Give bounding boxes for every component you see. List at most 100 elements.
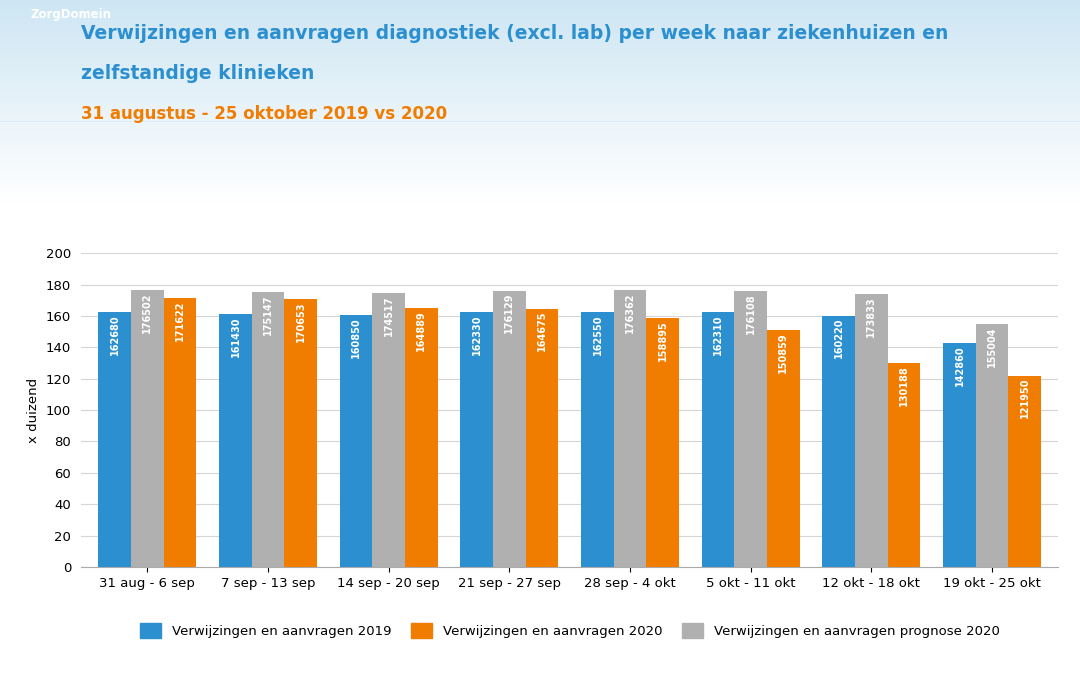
Bar	[0, 33, 1080, 36]
Bar	[0, 13, 1080, 16]
Bar	[164, 298, 197, 567]
Bar	[0, 124, 1080, 127]
Legend: Verwijzingen en aanvragen 2019, Verwijzingen en aanvragen 2020, Verwijzingen en : Verwijzingen en aanvragen 2019, Verwijzi…	[135, 618, 1004, 643]
Bar	[340, 315, 373, 567]
Bar	[460, 313, 494, 567]
Text: 176108: 176108	[745, 293, 756, 333]
Text: 176502: 176502	[143, 292, 152, 333]
Bar	[0, 149, 1080, 152]
Bar	[0, 116, 1080, 119]
Bar	[0, 192, 1080, 195]
Bar	[0, 48, 1080, 51]
Text: 121950: 121950	[1020, 378, 1029, 418]
Text: 162330: 162330	[472, 315, 482, 355]
Bar	[0, 111, 1080, 114]
Bar	[0, 109, 1080, 111]
Bar	[0, 122, 1080, 124]
Bar	[0, 16, 1080, 18]
Text: 164675: 164675	[537, 311, 546, 352]
Bar	[0, 169, 1080, 172]
Text: 160220: 160220	[834, 318, 843, 358]
Bar	[0, 58, 1080, 61]
Bar	[0, 167, 1080, 169]
Bar	[98, 312, 131, 567]
Text: 130188: 130188	[899, 365, 909, 406]
Bar	[0, 175, 1080, 177]
Bar	[0, 38, 1080, 40]
Bar	[0, 81, 1080, 84]
Bar	[0, 97, 1080, 99]
Text: 170653: 170653	[296, 302, 306, 342]
Bar	[0, 188, 1080, 190]
Bar	[0, 84, 1080, 86]
Bar	[494, 291, 526, 567]
Bar	[0, 43, 1080, 46]
Bar	[405, 308, 437, 567]
Bar	[131, 290, 164, 567]
Text: zelfstandige klinieken: zelfstandige klinieken	[81, 64, 314, 83]
Bar	[734, 291, 767, 567]
Bar	[0, 190, 1080, 192]
Bar	[823, 315, 855, 567]
Bar	[0, 10, 1080, 13]
Bar	[0, 139, 1080, 142]
Bar	[0, 107, 1080, 109]
Bar	[0, 36, 1080, 38]
Bar	[0, 0, 1080, 3]
Y-axis label: x duizend: x duizend	[27, 377, 40, 443]
Bar	[0, 68, 1080, 71]
Bar	[975, 324, 1009, 567]
Bar	[0, 136, 1080, 139]
Text: 162680: 162680	[110, 314, 120, 354]
Bar	[0, 101, 1080, 104]
Bar	[219, 314, 252, 567]
Bar	[0, 178, 1080, 180]
Bar	[0, 18, 1080, 20]
Bar	[0, 78, 1080, 81]
Bar	[0, 159, 1080, 162]
Bar	[0, 94, 1080, 97]
Bar	[284, 299, 316, 567]
Bar	[613, 290, 646, 567]
Text: 150859: 150859	[779, 333, 788, 373]
Bar	[0, 144, 1080, 147]
Text: 164889: 164889	[416, 310, 427, 351]
Bar	[0, 71, 1080, 74]
Bar	[0, 28, 1080, 30]
Bar	[252, 292, 284, 567]
Bar	[0, 119, 1080, 122]
Bar	[0, 132, 1080, 134]
Bar	[646, 318, 679, 567]
Bar	[0, 53, 1080, 56]
Bar	[0, 26, 1080, 28]
Bar	[0, 195, 1080, 197]
Bar	[0, 74, 1080, 76]
Bar	[0, 142, 1080, 144]
Bar	[0, 66, 1080, 68]
Bar	[0, 155, 1080, 157]
Bar	[0, 165, 1080, 167]
Text: 142860: 142860	[955, 345, 964, 386]
Bar	[0, 172, 1080, 175]
Bar	[0, 3, 1080, 5]
Text: 158895: 158895	[658, 320, 667, 360]
Text: ZorgDomein: ZorgDomein	[30, 8, 111, 21]
Bar	[1009, 375, 1041, 567]
Bar	[0, 185, 1080, 188]
Bar	[0, 180, 1080, 182]
Bar	[0, 157, 1080, 159]
Text: 162310: 162310	[713, 315, 724, 355]
Bar	[767, 330, 799, 567]
Bar	[702, 313, 734, 567]
Text: 175147: 175147	[264, 294, 273, 335]
Bar	[0, 134, 1080, 136]
Bar	[0, 91, 1080, 94]
Text: 176129: 176129	[504, 293, 514, 333]
Bar	[0, 61, 1080, 63]
Bar	[0, 86, 1080, 88]
Bar	[0, 5, 1080, 7]
Bar	[0, 51, 1080, 53]
Bar	[0, 152, 1080, 155]
Bar	[581, 312, 613, 567]
Bar	[0, 104, 1080, 107]
